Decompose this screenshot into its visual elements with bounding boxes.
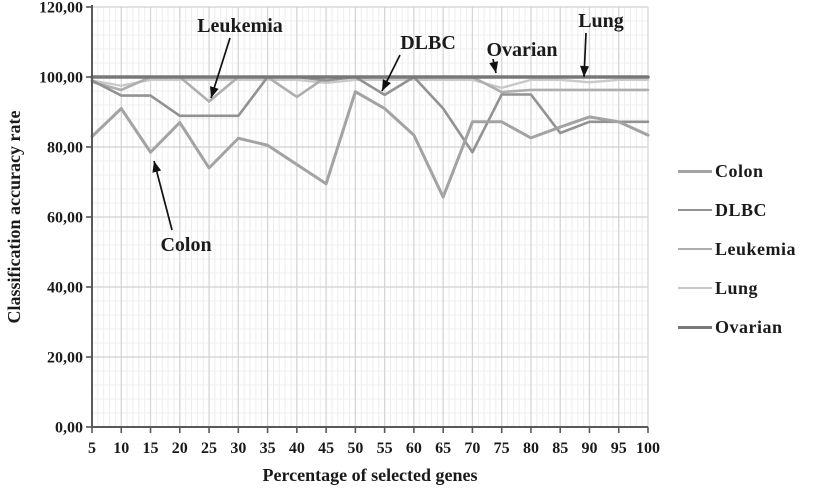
y-tick-label: 40,00: [47, 280, 83, 297]
legend-label: Ovarian: [715, 316, 783, 337]
legend-item-leukemia: Leukemia: [678, 238, 818, 260]
annotation-label-dlbc: DLBC: [400, 32, 456, 54]
x-tick-label: 15: [143, 440, 159, 457]
annotation-label-lung: Lung: [578, 10, 624, 32]
tick-marks: [86, 6, 649, 433]
legend-swatch-ovarian: [678, 325, 712, 329]
x-tick-label: 10: [113, 440, 129, 457]
annotation-arrowhead: [210, 86, 219, 98]
annotation-label-leukemia: Leukemia: [197, 15, 283, 37]
legend-label: Leukemia: [715, 238, 797, 259]
x-tick-label: 45: [318, 440, 334, 457]
x-tick-label: 70: [464, 440, 480, 457]
x-tick-label: 65: [435, 440, 451, 457]
series-line-dlbc: [90, 75, 650, 154]
y-tick-label: 60,00: [47, 210, 83, 227]
x-tick-label: 90: [581, 440, 597, 457]
legend-item-colon: Colon: [678, 160, 818, 182]
x-axis-title: Percentage of selected genes: [262, 465, 477, 485]
annotation-arrowhead: [580, 65, 589, 77]
y-tick-label: 120,00: [39, 0, 83, 17]
x-tick-label: 25: [201, 440, 217, 457]
legend-swatch-colon: [678, 169, 712, 173]
x-tick-label: 95: [611, 440, 627, 457]
data-series-lines: [90, 75, 650, 199]
x-tick-label: 60: [406, 440, 422, 457]
legend-label: Colon: [715, 160, 764, 181]
legend-label: Lung: [715, 277, 759, 298]
x-tick-label: 80: [523, 440, 539, 457]
x-tick-label: 5: [88, 440, 96, 457]
series-line-colon: [90, 90, 650, 199]
annotation-label-colon: Colon: [160, 234, 211, 256]
tick-labels: 0,00 20,00 40,00 60,00 80,00 100,00 120,00 5 10 1…: [39, 0, 660, 457]
legend-item-dlbc: DLBC: [678, 199, 818, 221]
y-tick-label: 80,00: [47, 140, 83, 157]
axis-lines: [91, 5, 648, 428]
x-tick-label: 35: [260, 440, 276, 457]
x-tick-label: 50: [347, 440, 363, 457]
chart-legend: Colon DLBC Leukemia Lung Ovarian: [678, 160, 818, 338]
y-axis-title: Classification accuracy rate: [4, 111, 24, 324]
annotations: Leukemia DLBC Ovarian Lung Colon: [152, 10, 624, 256]
legend-item-lung: Lung: [678, 277, 818, 299]
legend-swatch-dlbc: [678, 209, 712, 211]
legend-label: DLBC: [715, 199, 768, 220]
annotation-label-ovarian: Ovarian: [486, 39, 557, 61]
x-tick-label: 55: [377, 440, 393, 457]
annotation-arrowhead: [152, 161, 162, 173]
annotation-arrowhead: [382, 79, 391, 91]
annotation-arrowhead: [489, 61, 499, 73]
y-tick-label: 100,00: [39, 70, 83, 87]
legend-item-ovarian: Ovarian: [678, 316, 818, 338]
legend-swatch-lung: [678, 287, 712, 289]
major-gridlines: [91, 6, 649, 428]
x-tick-label: 20: [172, 440, 188, 457]
x-tick-label: 75: [494, 440, 510, 457]
y-tick-label: 20,00: [47, 350, 83, 367]
legend-swatch-leukemia: [678, 248, 712, 250]
x-tick-label: 85: [552, 440, 568, 457]
x-tick-label: 100: [636, 440, 660, 457]
y-tick-label: 0,00: [55, 420, 83, 437]
x-tick-label: 30: [230, 440, 246, 457]
x-tick-label: 40: [289, 440, 305, 457]
